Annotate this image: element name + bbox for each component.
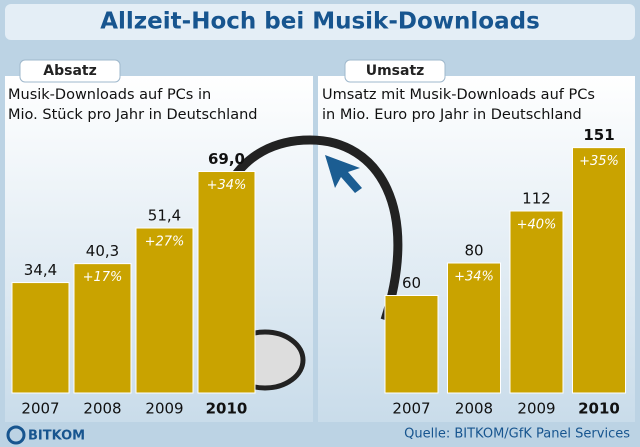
growth-label: +27% xyxy=(145,235,185,250)
chart-subtitle: Umsatz mit Musik-Downloads auf PCs xyxy=(322,87,595,103)
chart-subtitle: in Mio. Euro pro Jahr in Deutschland xyxy=(322,107,582,123)
bar xyxy=(135,227,194,394)
chart-subtitle: Musik-Downloads auf PCs in xyxy=(8,87,211,103)
chart-title: Umsatz xyxy=(366,63,425,79)
bar xyxy=(509,210,564,394)
tab xyxy=(344,59,446,83)
bar xyxy=(447,262,501,394)
x-tick-label: 2007 xyxy=(21,400,59,418)
value-label: 51,4 xyxy=(148,207,181,225)
x-tick-label: 2008 xyxy=(83,400,121,418)
bar xyxy=(73,263,132,394)
growth-label: +17% xyxy=(83,270,123,285)
growth-label: +35% xyxy=(579,154,619,169)
logo-icon xyxy=(6,425,26,445)
x-tick-label: 2008 xyxy=(455,400,493,418)
logo: BITKOM xyxy=(28,429,85,444)
page-title: Allzeit-Hoch bei Musik-Downloads xyxy=(100,9,540,35)
x-tick-label: 2009 xyxy=(517,400,555,418)
growth-label: +34% xyxy=(207,178,247,193)
x-tick-label: 2009 xyxy=(145,400,183,418)
value-label: 69,0 xyxy=(208,150,245,168)
source: Quelle: BITKOM/GfK Panel Services xyxy=(404,427,630,442)
cursor-icon xyxy=(325,155,362,193)
x-tick-label: 2010 xyxy=(206,400,248,418)
bar xyxy=(384,295,439,394)
x-tick-label: 2007 xyxy=(392,400,430,418)
value-label: 34,4 xyxy=(24,261,57,279)
bar xyxy=(11,282,70,394)
value-label: 112 xyxy=(522,190,551,208)
x-tick-label: 2010 xyxy=(578,400,620,418)
value-label: 151 xyxy=(583,126,614,144)
growth-label: +34% xyxy=(454,270,494,285)
bar xyxy=(572,147,626,394)
value-label: 80 xyxy=(464,242,483,260)
value-label: 60 xyxy=(402,274,421,292)
chart-subtitle: Mio. Stück pro Jahr in Deutschland xyxy=(8,107,258,123)
tab xyxy=(19,59,121,83)
bar xyxy=(197,171,256,394)
value-label: 40,3 xyxy=(86,242,119,260)
growth-label: +40% xyxy=(517,218,557,233)
title-band xyxy=(5,4,635,40)
chart-title: Absatz xyxy=(43,63,96,79)
